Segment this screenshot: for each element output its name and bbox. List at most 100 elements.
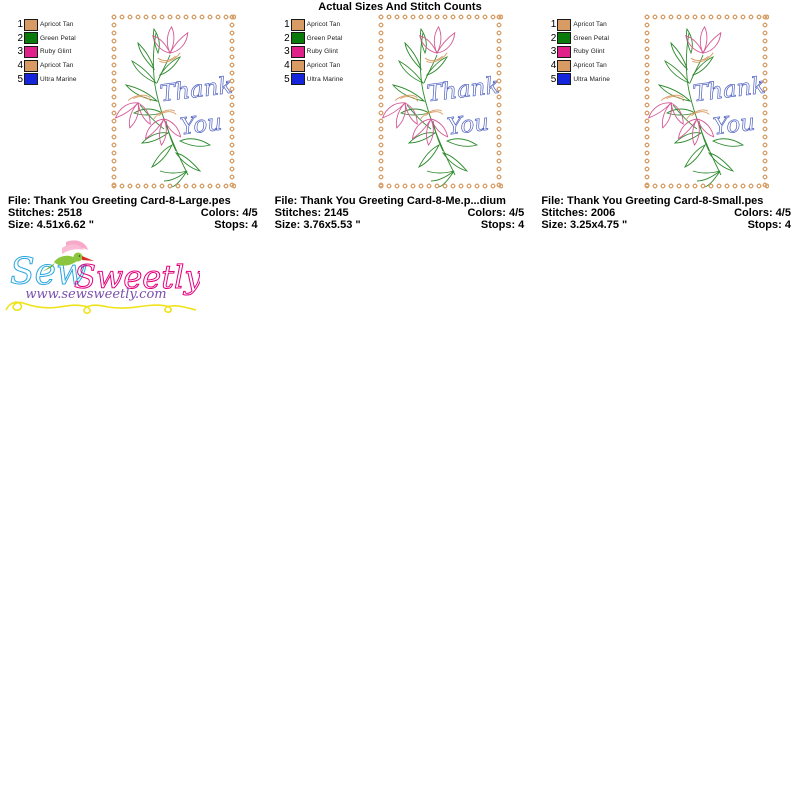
panel-large: 1 Apricot Tan 2 Green Petal 3 Ruby Glint…: [0, 0, 267, 238]
file-name: File: Thank You Greeting Card-8-Large.pe…: [8, 195, 231, 207]
flower-graphic: [411, 109, 448, 146]
scroll-border-bottom: [110, 182, 236, 190]
design-thank-text: Thank: [425, 73, 500, 108]
color-count: Colors: 4/5: [200, 207, 258, 219]
color-number: 5: [17, 73, 23, 85]
scroll-border-right: [761, 13, 770, 190]
color-name: Green Petal: [40, 34, 76, 42]
color-number: 3: [284, 46, 290, 58]
color-number: 4: [284, 60, 290, 72]
thread-color-legend: 1 Apricot Tan 2 Green Petal 3 Ruby Glint…: [281, 18, 344, 86]
color-swatch: [557, 18, 572, 31]
panel-medium: 1 Apricot Tan 2 Green Petal 3 Ruby Glint…: [267, 0, 534, 238]
color-swatch: [290, 32, 305, 45]
legend-row: 1 Apricot Tan: [14, 18, 77, 32]
legend-row: 4 Apricot Tan: [14, 59, 77, 73]
color-swatch: [290, 45, 305, 58]
flower-graphic: [418, 25, 455, 63]
brand-logo: Sew Sweetly www.sewsweetly.com: [5, 240, 200, 314]
legend-row: 2 Green Petal: [14, 32, 77, 46]
legend-row: 5 Ultra Marine: [547, 72, 610, 86]
color-name: Ruby Glint: [573, 48, 605, 56]
color-number: 3: [17, 46, 23, 58]
design-size: Size: 3.76x5.53 ": [274, 219, 361, 231]
design-preview: Thank You: [643, 13, 770, 190]
color-swatch: [24, 32, 38, 45]
file-info: File: Thank You Greeting Card-8-Large.pe…: [8, 195, 258, 231]
color-number: 3: [550, 46, 557, 58]
scroll-border-right: [228, 13, 236, 190]
color-swatch: [290, 59, 305, 72]
scroll-border-top: [376, 13, 503, 21]
scroll-border-bottom: [643, 182, 770, 190]
legend-row: 3 Ruby Glint: [281, 45, 344, 59]
color-count: Colors: 4/5: [467, 207, 525, 219]
color-name: Apricot Tan: [306, 62, 341, 70]
color-name: Ruby Glint: [40, 48, 72, 56]
embroidery-design-graphic: Thank You: [648, 25, 767, 188]
color-swatch: [24, 73, 38, 86]
legend-row: 5 Ultra Marine: [281, 72, 344, 86]
color-number: 1: [284, 19, 290, 31]
color-count: Colors: 4/5: [734, 207, 791, 219]
color-name: Ultra Marine: [306, 75, 344, 83]
stitch-count: Stitches: 2145: [274, 207, 349, 219]
color-number: 2: [550, 32, 557, 44]
color-number: 1: [17, 19, 23, 31]
design-you-text: You: [179, 110, 224, 141]
flower-graphic: [685, 25, 722, 63]
file-info: File: Thank You Greeting Card-8-Small.pe…: [541, 195, 791, 231]
color-number: 5: [550, 73, 557, 85]
color-swatch: [557, 45, 572, 58]
color-name: Ruby Glint: [306, 48, 339, 56]
color-swatch: [290, 18, 305, 31]
color-number: 2: [17, 32, 23, 44]
color-swatch: [557, 59, 572, 72]
legend-row: 1 Apricot Tan: [547, 18, 610, 32]
brand-word-sweetly: Sweetly: [74, 258, 200, 296]
legend-row: 3 Ruby Glint: [14, 45, 77, 59]
color-name: Apricot Tan: [40, 21, 74, 29]
color-name: Green Petal: [573, 34, 610, 42]
legend-row: 2 Green Petal: [281, 32, 344, 46]
design-thank-text: Thank: [159, 73, 234, 108]
color-swatch: [24, 18, 38, 31]
stop-count: Stops: 4: [480, 219, 525, 231]
squiggle-underline: [5, 301, 197, 314]
thread-color-legend: 1 Apricot Tan 2 Green Petal 3 Ruby Glint…: [547, 18, 610, 86]
legend-row: 2 Green Petal: [547, 32, 610, 46]
scroll-border-bottom: [376, 182, 503, 190]
color-swatch: [557, 73, 572, 86]
color-name: Green Petal: [306, 34, 343, 42]
color-name: Apricot Tan: [573, 21, 607, 29]
design-thank-text: Thank: [692, 73, 767, 108]
color-swatch: [557, 32, 572, 45]
color-swatch: [24, 45, 38, 58]
stop-count: Stops: 4: [747, 219, 791, 231]
panel-small: 1 Apricot Tan 2 Green Petal 3 Ruby Glint…: [533, 0, 800, 238]
file-info: File: Thank You Greeting Card-8-Me.p...d…: [275, 195, 525, 231]
page-title: Actual Sizes And Stitch Counts: [318, 1, 482, 13]
design-panels: 1 Apricot Tan 2 Green Petal 3 Ruby Glint…: [0, 0, 800, 238]
design-size: Size: 3.25x4.75 ": [541, 219, 628, 231]
flower-graphic: [678, 109, 715, 146]
scroll-border-right: [494, 13, 503, 190]
embroidery-design-graphic: Thank You: [114, 25, 234, 188]
color-name: Apricot Tan: [40, 62, 74, 70]
hummingbird-icon: [42, 240, 94, 272]
website-url: www.sewsweetly.com: [25, 287, 166, 302]
color-number: 4: [550, 60, 557, 72]
scroll-border-left: [643, 13, 652, 190]
stem-and-leaves-graphic: [391, 27, 478, 188]
scroll-border-left: [110, 13, 118, 190]
file-name: File: Thank You Greeting Card-8-Me.p...d…: [274, 195, 506, 207]
flower-graphic: [144, 109, 182, 146]
design-preview: Thank You: [110, 13, 236, 190]
scroll-border-top: [110, 13, 236, 21]
embroidery-design-graphic: Thank You: [381, 25, 501, 188]
legend-row: 5 Ultra Marine: [14, 72, 77, 86]
design-you-text: You: [445, 110, 490, 141]
color-name: Apricot Tan: [573, 62, 607, 70]
thread-color-legend: 1 Apricot Tan 2 Green Petal 3 Ruby Glint…: [14, 18, 77, 86]
